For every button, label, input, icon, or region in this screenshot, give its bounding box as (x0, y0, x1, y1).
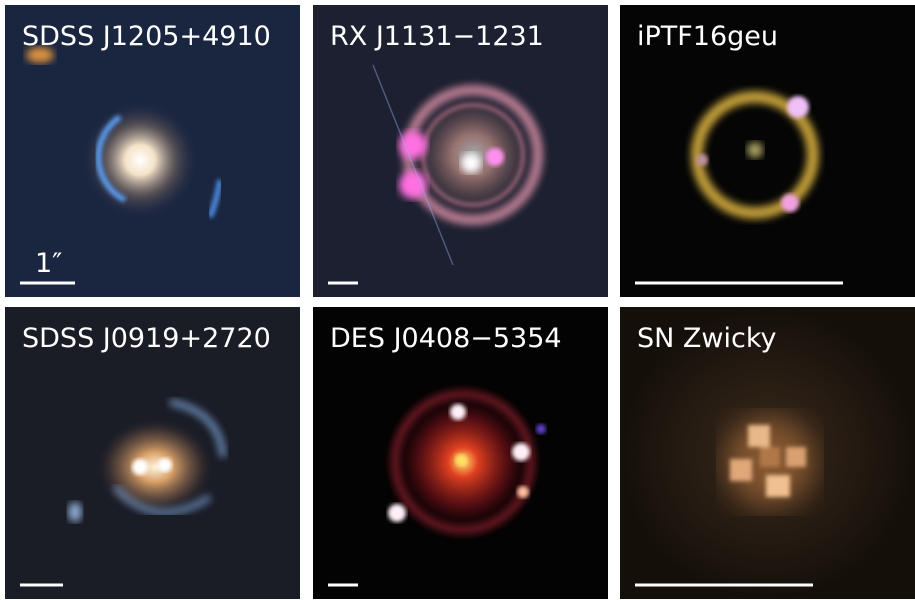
panel: iPTF16geu (620, 5, 915, 297)
panel: SN Zwicky (620, 307, 915, 599)
panel: SDSS J0919+2720 (5, 307, 300, 599)
panel-label: DES J0408−5354 (330, 323, 562, 354)
panel-label: SDSS J0919+2720 (22, 323, 271, 354)
panel: DES J0408−5354 (313, 307, 608, 599)
panel-label: iPTF16geu (637, 21, 778, 52)
panel-label: SN Zwicky (637, 323, 777, 354)
panel-label: SDSS J1205+4910 (22, 21, 271, 52)
scale-label: 1″ (35, 248, 62, 279)
panel-label: RX J1131−1231 (330, 21, 544, 52)
panel: SDSS J1205+4910 1″ (5, 5, 300, 297)
panel: RX J1131−1231 (313, 5, 608, 297)
